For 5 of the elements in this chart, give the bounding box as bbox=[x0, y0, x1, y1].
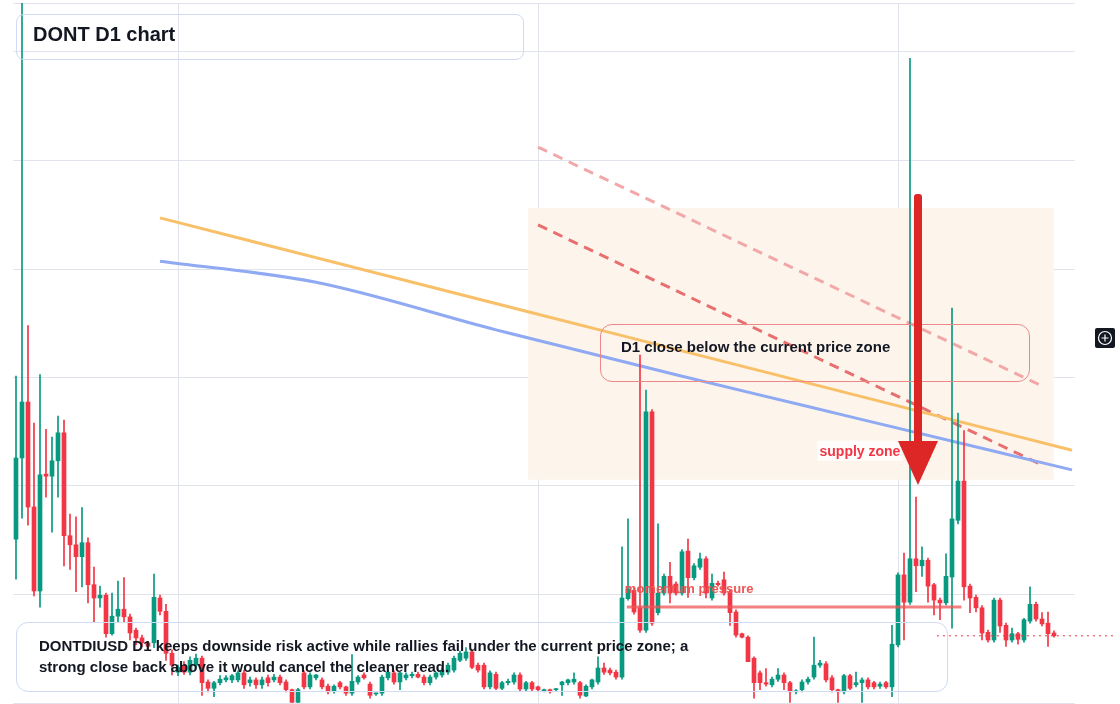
candlestick bbox=[49, 436, 55, 533]
candlestick bbox=[853, 671, 859, 688]
text: DONT D1 chart bbox=[16, 14, 524, 60]
band-label: supply zone bbox=[819, 442, 901, 459]
candlestick bbox=[43, 428, 49, 498]
